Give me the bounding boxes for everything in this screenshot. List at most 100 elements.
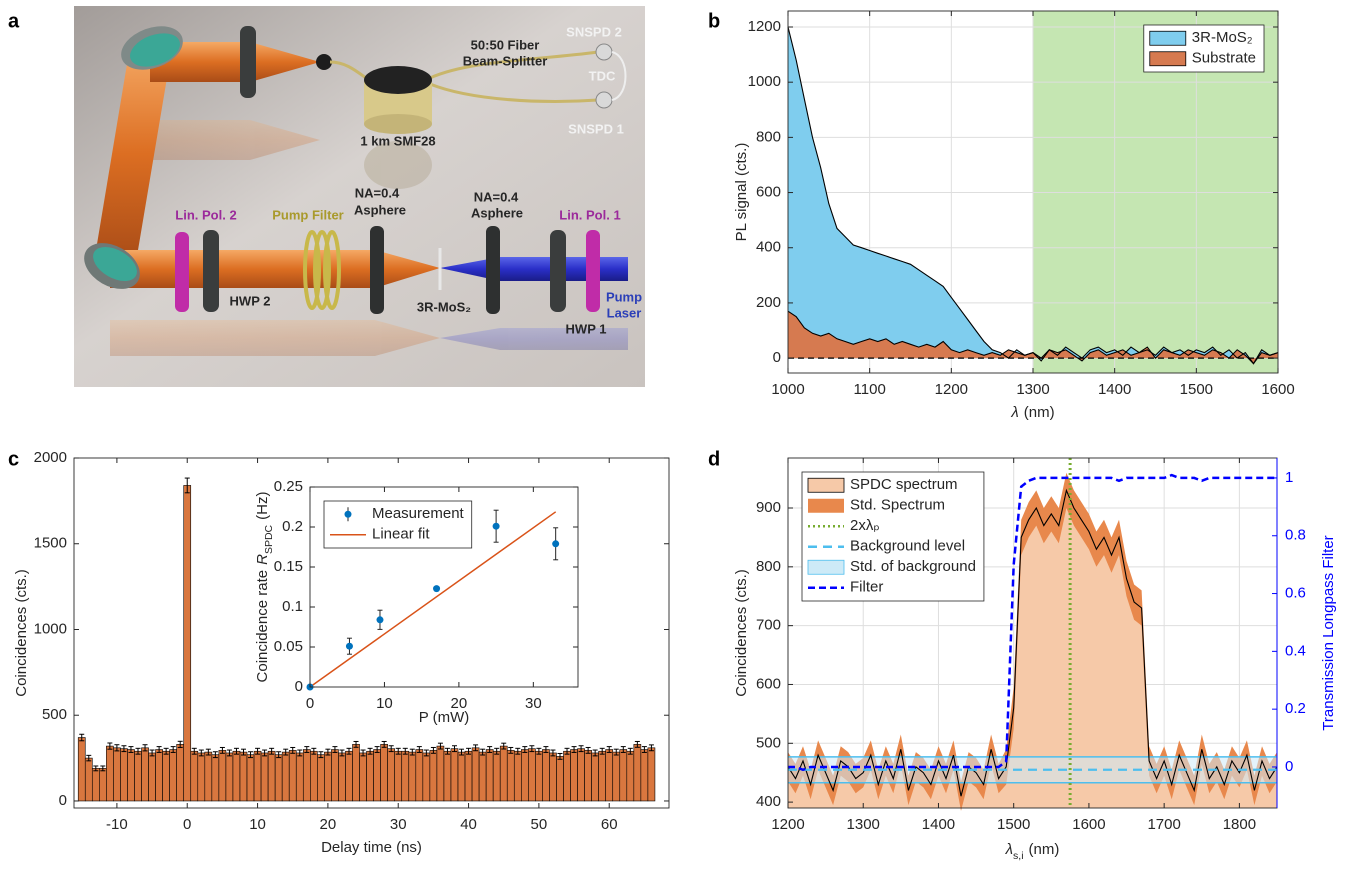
legend-label: 3R-MoS₂ [1192, 29, 1253, 46]
illustration-label: Asphere [471, 205, 523, 220]
bar [528, 748, 536, 802]
bar [352, 744, 360, 802]
bar [633, 744, 642, 802]
bar [246, 754, 255, 802]
y-tick-label: 0.15 [274, 558, 303, 575]
bar [563, 750, 571, 802]
axis-label-part: s,i [1013, 850, 1024, 862]
bar [162, 750, 170, 802]
legend-label: Measurement [372, 505, 465, 522]
legend-label: SPDC spectrum [850, 476, 958, 493]
reflection [110, 120, 628, 356]
bar [436, 745, 445, 802]
bar [148, 752, 156, 802]
y2-tick-label: 0 [1285, 758, 1293, 775]
bar [549, 752, 557, 802]
bar [457, 751, 466, 802]
y-tick-label: 500 [756, 734, 781, 751]
filter [323, 230, 341, 310]
waveplate [203, 230, 219, 312]
illustration-label: HWP 1 [566, 321, 607, 336]
legend: 3R-MoS₂ Substrate [1143, 24, 1265, 73]
bar [99, 768, 107, 802]
line [788, 473, 1277, 772]
bar [415, 749, 424, 802]
bar [183, 485, 192, 802]
legend-symbol [807, 477, 845, 493]
panel-letter: b [708, 10, 720, 32]
x-tick-label: 40 [460, 816, 477, 833]
point [433, 585, 441, 593]
axis-label-part: λ [1005, 841, 1013, 858]
axis-label: Coincidences (cts.) [13, 569, 30, 697]
waveplate [550, 230, 566, 312]
bar [485, 749, 494, 802]
bar [535, 750, 543, 802]
detector [595, 43, 613, 61]
illustration-label: Laser [607, 305, 642, 320]
x-tick-label: 10 [249, 816, 266, 833]
bar [91, 768, 100, 802]
illustration-label: Lin. Pol. 1 [559, 207, 620, 222]
legend-label: Background level [850, 538, 965, 555]
bar [127, 749, 135, 802]
bar [647, 747, 656, 802]
panel-letter: d [708, 448, 720, 470]
bar [506, 750, 515, 802]
axis-label-part: Coincidence rate [254, 570, 271, 683]
bar [556, 756, 564, 802]
bar [408, 751, 417, 802]
bar [331, 749, 339, 802]
bar [373, 749, 381, 802]
legend: SPDC spectrum Std. Spectrum 2xλₚ Background… [801, 471, 985, 602]
bar [492, 750, 501, 802]
point [492, 522, 500, 530]
detector [595, 91, 613, 109]
mirror [130, 33, 180, 67]
y-tick-label: 700 [756, 617, 781, 634]
y2-tick-label: 1 [1285, 469, 1293, 486]
illustration-label: Pump [606, 289, 642, 304]
illustration-label: 1 km SMF28 [360, 133, 435, 148]
bar [211, 754, 220, 802]
area [788, 27, 1278, 364]
filter [313, 230, 331, 310]
x-tick-label: 1600 [1072, 816, 1105, 833]
y-tick-label: 1500 [34, 535, 67, 552]
y2-tick-label: 0.6 [1285, 585, 1306, 602]
bar [542, 749, 550, 802]
y-tick-label: 1000 [34, 620, 67, 637]
fiber [329, 50, 599, 103]
bar [640, 749, 649, 802]
axis-label-part: (nm) [1024, 404, 1055, 421]
bar [605, 749, 614, 802]
bar [598, 750, 607, 802]
y-tick-label: 800 [756, 128, 781, 145]
bar [302, 749, 311, 802]
x-tick-label: 0 [306, 695, 314, 712]
x-tick-label: 20 [320, 816, 337, 833]
illustration-label: Asphere [354, 202, 406, 217]
polarizer [175, 232, 189, 312]
bar [253, 750, 262, 802]
x-tick-label: 1200 [935, 381, 968, 398]
legend-symbol [808, 498, 844, 513]
illustration-label: Lin. Pol. 2 [175, 207, 236, 222]
illustration-label: SNSPD 2 [566, 24, 622, 39]
x-tick-label: 10 [376, 695, 393, 712]
lens [240, 26, 256, 98]
bar [218, 750, 227, 802]
fiber-spool [364, 66, 432, 94]
fiber-coupler [316, 54, 332, 70]
x-tick-label: 1300 [847, 816, 880, 833]
plot-frame [73, 457, 670, 809]
bar [141, 747, 149, 802]
beam [96, 46, 170, 262]
bar [288, 750, 297, 802]
legend-label: Std. of background [850, 558, 976, 575]
x-tick-label: 1100 [854, 381, 886, 398]
y-tick-label: 400 [756, 793, 781, 810]
bar [450, 748, 459, 802]
axis-label: P (mW) [419, 709, 470, 726]
illustration-label: SNSPD 1 [568, 121, 624, 136]
